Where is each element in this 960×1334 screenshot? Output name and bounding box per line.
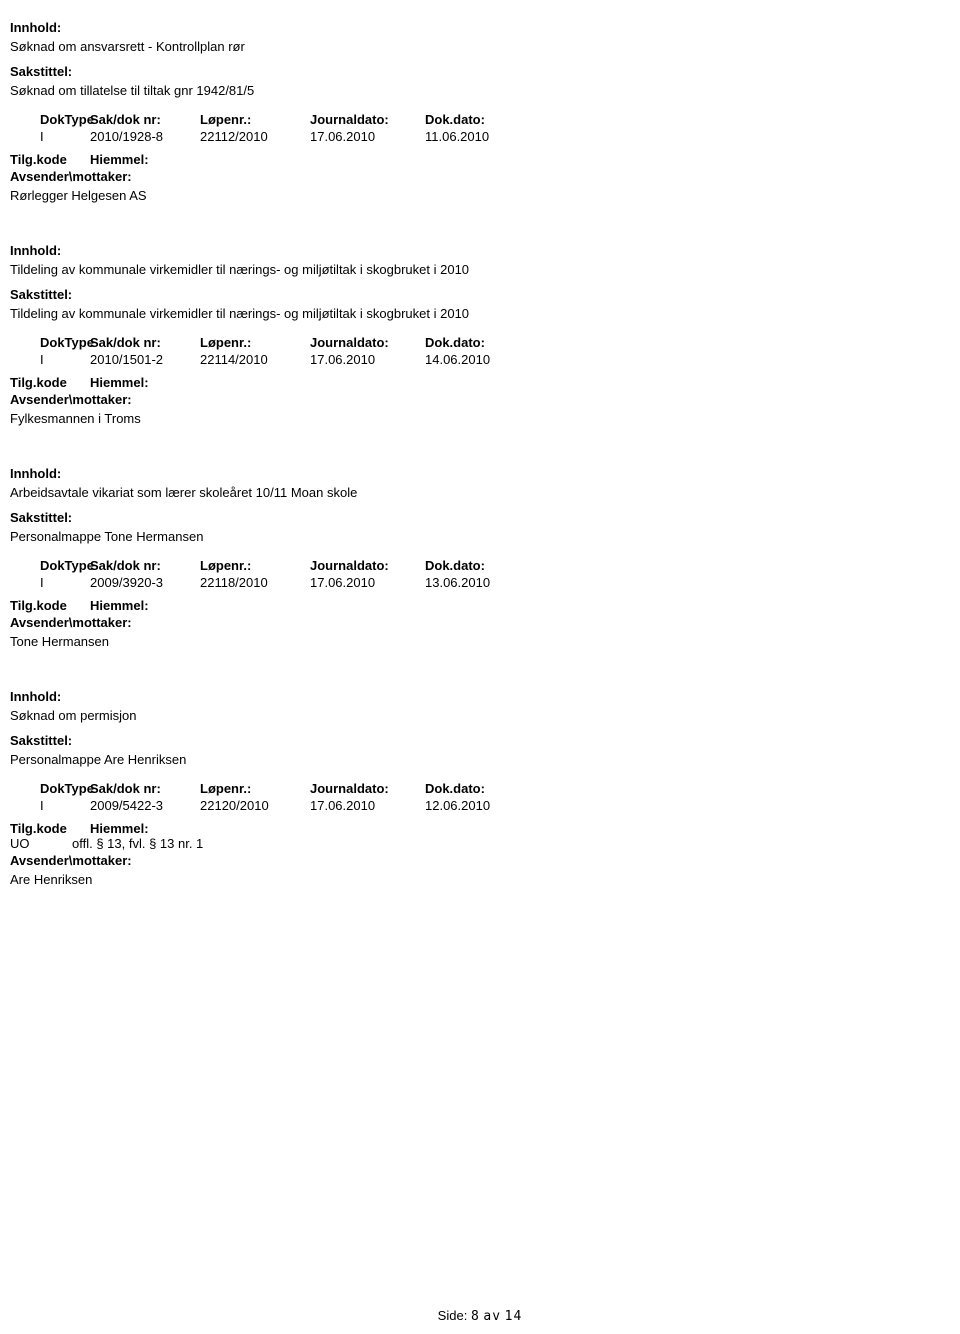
lopenr-value: 22112/2010 (200, 129, 310, 144)
journal-entry: Innhold: Søknad om ansvarsrett - Kontrol… (10, 20, 950, 203)
dokdato-value: 11.06.2010 (425, 129, 535, 144)
sakstittel-value: Søknad om tillatelse til tiltak gnr 1942… (10, 83, 950, 98)
doktype-value: I (10, 798, 90, 813)
dokdato-header: Dok.dato: (425, 112, 535, 127)
journal-entry: Innhold: Arbeidsavtale vikariat som lære… (10, 466, 950, 649)
tilgkode-row: Tilg.kode Hiemmel: (10, 598, 950, 613)
data-value-row: I 2009/5422-3 22120/2010 17.06.2010 12.0… (10, 798, 950, 813)
data-value-row: I 2009/3920-3 22118/2010 17.06.2010 13.0… (10, 575, 950, 590)
doktype-value: I (10, 575, 90, 590)
saknr-value: 2010/1501-2 (90, 352, 200, 367)
footer-prefix: Side: (438, 1308, 468, 1323)
dokdato-header: Dok.dato: (425, 558, 535, 573)
tilgkode-label: Tilg.kode (10, 598, 90, 613)
innhold-value: Søknad om permisjon (10, 708, 950, 723)
dokdato-value: 13.06.2010 (425, 575, 535, 590)
lopenr-header: Løpenr.: (200, 112, 310, 127)
data-header-row: DokType Sak/dok nr: Løpenr.: Journaldato… (10, 335, 950, 350)
footer-total: 14 (505, 1309, 523, 1324)
hiemmel-value: offl. § 13, fvl. § 13 nr. 1 (72, 836, 203, 851)
innhold-value: Søknad om ansvarsrett - Kontrollplan rør (10, 39, 950, 54)
saknr-value: 2009/3920-3 (90, 575, 200, 590)
lopenr-header: Løpenr.: (200, 781, 310, 796)
doktype-header: DokType (10, 335, 90, 350)
hiemmel-label: Hiemmel: (90, 821, 149, 836)
journaldato-header: Journaldato: (310, 781, 425, 796)
journaldato-value: 17.06.2010 (310, 352, 425, 367)
doktype-header: DokType (10, 781, 90, 796)
journaldato-header: Journaldato: (310, 112, 425, 127)
sakstittel-label: Sakstittel: (10, 510, 950, 525)
innhold-label: Innhold: (10, 466, 950, 481)
avsender-label: Avsender\mottaker: (10, 392, 950, 407)
avsender-value: Tone Hermansen (10, 634, 950, 649)
data-value-row: I 2010/1501-2 22114/2010 17.06.2010 14.0… (10, 352, 950, 367)
sakstittel-label: Sakstittel: (10, 64, 950, 79)
innhold-value: Arbeidsavtale vikariat som lærer skoleår… (10, 485, 950, 500)
sakstittel-value: Tildeling av kommunale virkemidler til n… (10, 306, 950, 321)
saknr-header: Sak/dok nr: (90, 112, 200, 127)
tilgkode-value-row: UO offl. § 13, fvl. § 13 nr. 1 (10, 836, 950, 851)
tilgkode-value: UO (10, 836, 60, 851)
dokdato-header: Dok.dato: (425, 781, 535, 796)
tilgkode-label: Tilg.kode (10, 375, 90, 390)
saknr-header: Sak/dok nr: (90, 558, 200, 573)
lopenr-header: Løpenr.: (200, 558, 310, 573)
data-header-row: DokType Sak/dok nr: Løpenr.: Journaldato… (10, 112, 950, 127)
lopenr-header: Løpenr.: (200, 335, 310, 350)
lopenr-value: 22118/2010 (200, 575, 310, 590)
data-header-row: DokType Sak/dok nr: Løpenr.: Journaldato… (10, 781, 950, 796)
journaldato-header: Journaldato: (310, 558, 425, 573)
avsender-label: Avsender\mottaker: (10, 615, 950, 630)
hiemmel-label: Hiemmel: (90, 375, 149, 390)
sakstittel-value: Personalmappe Are Henriksen (10, 752, 950, 767)
avsender-value: Rørlegger Helgesen AS (10, 188, 950, 203)
lopenr-value: 22114/2010 (200, 352, 310, 367)
sakstittel-label: Sakstittel: (10, 287, 950, 302)
sakstittel-label: Sakstittel: (10, 733, 950, 748)
saknr-value: 2009/5422-3 (90, 798, 200, 813)
footer-current: 8 (471, 1309, 480, 1324)
innhold-value: Tildeling av kommunale virkemidler til n… (10, 262, 950, 277)
doktype-value: I (10, 129, 90, 144)
innhold-label: Innhold: (10, 20, 950, 35)
saknr-value: 2010/1928-8 (90, 129, 200, 144)
journal-entry: Innhold: Tildeling av kommunale virkemid… (10, 243, 950, 426)
footer-separator: av (483, 1309, 501, 1324)
innhold-label: Innhold: (10, 243, 950, 258)
data-value-row: I 2010/1928-8 22112/2010 17.06.2010 11.0… (10, 129, 950, 144)
tilgkode-row: Tilg.kode Hiemmel: (10, 152, 950, 167)
tilgkode-row: Tilg.kode Hiemmel: (10, 375, 950, 390)
page-footer: Side: 8 av 14 (0, 1308, 960, 1324)
avsender-value: Fylkesmannen i Troms (10, 411, 950, 426)
tilgkode-label: Tilg.kode (10, 821, 90, 836)
dokdato-value: 14.06.2010 (425, 352, 535, 367)
hiemmel-label: Hiemmel: (90, 152, 149, 167)
journaldato-value: 17.06.2010 (310, 798, 425, 813)
lopenr-value: 22120/2010 (200, 798, 310, 813)
saknr-header: Sak/dok nr: (90, 335, 200, 350)
avsender-label: Avsender\mottaker: (10, 853, 950, 868)
avsender-value: Are Henriksen (10, 872, 950, 887)
doktype-value: I (10, 352, 90, 367)
hiemmel-label: Hiemmel: (90, 598, 149, 613)
dokdato-value: 12.06.2010 (425, 798, 535, 813)
journal-entry: Innhold: Søknad om permisjon Sakstittel:… (10, 689, 950, 887)
data-header-row: DokType Sak/dok nr: Løpenr.: Journaldato… (10, 558, 950, 573)
sakstittel-value: Personalmappe Tone Hermansen (10, 529, 950, 544)
doktype-header: DokType (10, 558, 90, 573)
journaldato-header: Journaldato: (310, 335, 425, 350)
avsender-label: Avsender\mottaker: (10, 169, 950, 184)
dokdato-header: Dok.dato: (425, 335, 535, 350)
innhold-label: Innhold: (10, 689, 950, 704)
doktype-header: DokType (10, 112, 90, 127)
tilgkode-row: Tilg.kode Hiemmel: (10, 821, 950, 836)
journaldato-value: 17.06.2010 (310, 129, 425, 144)
journaldato-value: 17.06.2010 (310, 575, 425, 590)
tilgkode-label: Tilg.kode (10, 152, 90, 167)
saknr-header: Sak/dok nr: (90, 781, 200, 796)
